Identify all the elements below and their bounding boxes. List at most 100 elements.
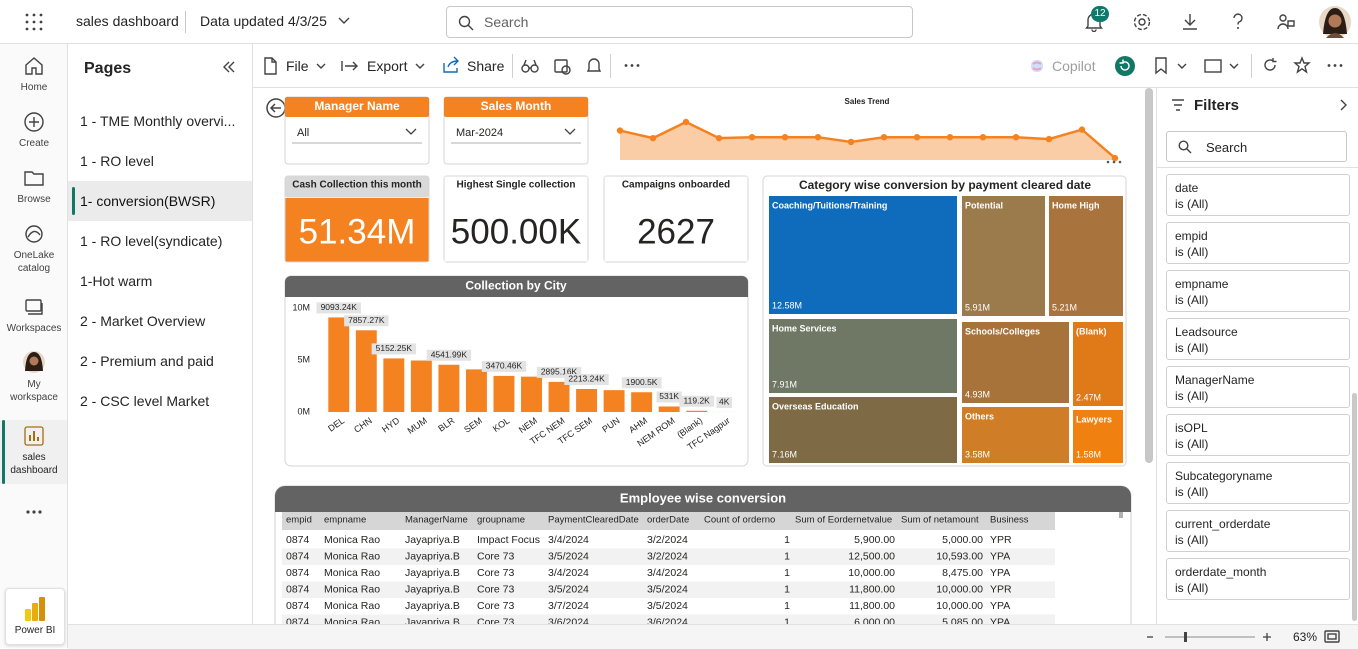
column-header[interactable]: Count of orderno (704, 515, 775, 526)
more-icon[interactable] (1327, 63, 1343, 68)
download-icon[interactable] (1181, 12, 1199, 32)
data-updated[interactable]: Data updated 4/3/25 (200, 13, 327, 29)
more-dot[interactable] (1113, 161, 1116, 164)
export-icon[interactable] (341, 58, 359, 74)
workspaces-icon[interactable] (23, 297, 45, 319)
canvas-scrollbar[interactable] (1145, 88, 1153, 463)
column-header[interactable]: empid (286, 515, 312, 526)
copilot-icon[interactable] (1028, 57, 1046, 75)
chevron[interactable] (415, 62, 425, 70)
chevron[interactable] (1177, 62, 1187, 70)
onelake-icon[interactable] (23, 223, 45, 245)
column-header[interactable]: PaymentClearedDate (548, 515, 639, 526)
filter-card[interactable]: ManagerNameis (All) (1166, 366, 1350, 408)
page-tab[interactable]: 1- conversion(BWSR) (80, 193, 215, 209)
chevron[interactable] (338, 16, 350, 26)
slicer-value[interactable]: Mar-2024 (456, 127, 503, 139)
my-workspace-avatar[interactable] (22, 349, 46, 375)
file-icon[interactable] (263, 57, 277, 75)
tile-value: 5.91M (965, 302, 990, 312)
slicer-value[interactable]: All (297, 127, 309, 139)
page-tab[interactable]: 1-Hot warm (80, 273, 152, 289)
subscribe-icon[interactable] (553, 57, 571, 75)
more-icon[interactable] (624, 63, 640, 68)
icon-part (33, 14, 36, 17)
reset-icon[interactable] (1114, 55, 1136, 77)
filter-card[interactable]: Leadsourceis (All) (1166, 318, 1350, 360)
report-canvas: Manager NameAllSales MonthMar-2024Cash C… (253, 88, 1155, 624)
favorite-icon[interactable] (1293, 56, 1311, 74)
treemap-tile[interactable] (769, 196, 957, 314)
filter-card[interactable]: Subcategorynameis (All) (1166, 462, 1350, 504)
user-avatar[interactable] (1318, 4, 1352, 40)
table-cell: YPA (990, 550, 1010, 562)
bookmark-icon[interactable] (1154, 57, 1168, 75)
filter-card[interactable]: empidis (All) (1166, 222, 1350, 264)
page-tab[interactable]: 1 - RO level (80, 153, 154, 169)
alert-icon[interactable] (586, 57, 602, 75)
page-tab[interactable]: 2 - CSC level Market (80, 393, 209, 409)
nav-label[interactable]: My workspace (3, 378, 65, 404)
filters-search[interactable]: Search (1166, 131, 1347, 162)
column-header[interactable]: ManagerName (405, 515, 468, 526)
column-header[interactable]: empname (324, 515, 366, 526)
filter-card[interactable]: current_orderdateis (All) (1166, 510, 1350, 552)
share-feedback-icon[interactable] (1276, 12, 1296, 32)
table-scrollbar[interactable] (1119, 512, 1123, 518)
share-icon[interactable] (442, 56, 460, 74)
nav-label[interactable]: Browse (3, 193, 65, 206)
help-icon[interactable] (1229, 12, 1247, 32)
page-tab[interactable]: 1 - TME Monthly overvi... (80, 113, 235, 129)
create-icon[interactable] (23, 111, 45, 133)
table-cell: 0874 (286, 600, 310, 612)
page-tab[interactable]: 2 - Market Overview (80, 313, 205, 329)
collapse-icon[interactable] (222, 61, 236, 73)
chevron[interactable] (316, 62, 326, 70)
filters-scrollbar[interactable] (1352, 393, 1357, 621)
nav-label[interactable]: Create (3, 137, 65, 150)
filter-card[interactable]: orderdate_monthis (All) (1166, 558, 1350, 600)
nav-label[interactable]: Home (3, 81, 65, 94)
filter-card[interactable]: dateis (All) (1166, 174, 1350, 216)
icon-part (1172, 100, 1184, 110)
column-header[interactable]: Sum of netamount (901, 515, 979, 526)
toolbar-button[interactable]: Export (367, 58, 407, 74)
brand-tile[interactable]: Power BI (5, 588, 65, 645)
column-header[interactable]: groupname (477, 515, 525, 526)
more-dot[interactable] (1119, 161, 1122, 164)
page-tab[interactable]: 1 - RO level(syndicate) (80, 233, 222, 249)
app-launcher[interactable] (25, 13, 43, 31)
nav-label[interactable]: OneLake catalog (3, 249, 65, 275)
home-icon[interactable] (23, 55, 45, 77)
toolbar-button[interactable]: Share (467, 58, 504, 74)
column-header[interactable]: orderDate (647, 515, 689, 526)
chevron[interactable] (1229, 62, 1239, 70)
bar (411, 361, 432, 412)
column-header[interactable]: Business (990, 515, 1029, 526)
fit-icon[interactable] (1324, 630, 1340, 644)
more-dot[interactable] (1107, 161, 1110, 164)
zoom-slider[interactable] (1145, 631, 1275, 643)
page-tab[interactable]: 2 - Premium and paid (80, 353, 214, 369)
column-header[interactable]: Sum of Eordernetvalue (795, 515, 892, 526)
filter-state: is (All) (1175, 581, 1208, 595)
filter-card[interactable]: empnameis (All) (1166, 270, 1350, 312)
treemap-tile[interactable] (1049, 196, 1123, 316)
search-box[interactable]: Search (446, 6, 913, 38)
toolbar-button[interactable]: File (286, 58, 309, 74)
treemap-tile[interactable] (962, 196, 1045, 316)
nav-label[interactable]: sales dashboard (3, 451, 65, 477)
copilot-button[interactable]: Copilot (1052, 58, 1096, 74)
zoom-level[interactable]: 63% (1293, 630, 1317, 644)
collapse-icon[interactable] (1339, 99, 1349, 111)
more-icon[interactable] (25, 509, 43, 515)
nav-label[interactable]: Workspaces (3, 322, 65, 335)
report-icon[interactable] (24, 426, 44, 446)
back-button[interactable] (267, 99, 285, 117)
view-icon[interactable] (1204, 58, 1222, 74)
settings-icon[interactable] (1132, 12, 1152, 32)
browse-icon[interactable] (23, 167, 45, 189)
filter-card[interactable]: isOPLis (All) (1166, 414, 1350, 456)
refresh-icon[interactable] (1262, 57, 1278, 73)
binoculars-icon[interactable] (521, 58, 539, 74)
